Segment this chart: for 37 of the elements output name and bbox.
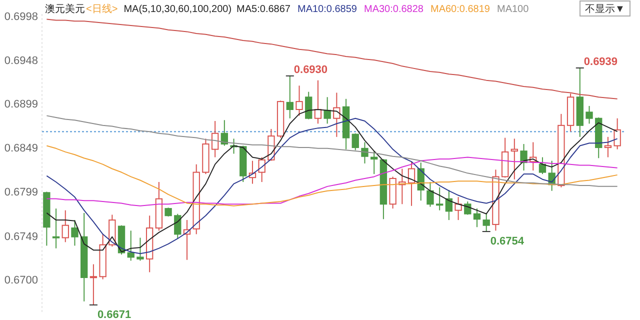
y-tick-label: 0.6998 bbox=[4, 10, 38, 23]
candlestick bbox=[361, 142, 368, 164]
candlestick bbox=[454, 196, 462, 221]
candlestick bbox=[510, 138, 518, 180]
line-series bbox=[46, 18, 618, 100]
y-tick-label: 0.6948 bbox=[4, 54, 38, 67]
candlestick bbox=[80, 212, 88, 302]
annotation: 0.6754 bbox=[490, 236, 525, 248]
candlestick bbox=[436, 186, 444, 211]
y-tick-label: 0.6749 bbox=[4, 230, 38, 243]
text: MA5:0.6867 bbox=[236, 4, 291, 15]
candlestick bbox=[99, 234, 106, 280]
text: MA10:0.6859 bbox=[297, 4, 358, 15]
annotation: 0.6671 bbox=[97, 308, 132, 320]
candlestick bbox=[286, 75, 294, 119]
line-series bbox=[46, 115, 618, 187]
y-tick-label: 0.6799 bbox=[4, 186, 38, 199]
candlestick bbox=[90, 264, 98, 306]
text: MA30:0.6828 bbox=[364, 4, 424, 15]
annotation: 不显示▼ bbox=[585, 4, 625, 15]
annotation: 0.6939 bbox=[584, 56, 618, 68]
y-tick-label: 0.6849 bbox=[4, 142, 38, 155]
chart-title: 澳元美元 bbox=[45, 3, 85, 15]
candlestick bbox=[333, 92, 340, 138]
candlestick bbox=[146, 215, 154, 273]
candlestick bbox=[211, 120, 219, 158]
annotation: MA(5,10,30,60,100,200) bbox=[124, 4, 232, 15]
text: MA60:0.6819 bbox=[430, 4, 490, 15]
line-series bbox=[46, 145, 618, 206]
candlestick bbox=[52, 208, 60, 249]
chart-subtitle: <日线> bbox=[86, 3, 118, 15]
y-tick-label: 0.6700 bbox=[4, 274, 38, 286]
annotation: 0.6930 bbox=[294, 64, 328, 76]
y-tick-label: 0.6899 bbox=[4, 98, 38, 110]
text: MA100 bbox=[496, 4, 530, 15]
candlestick bbox=[342, 98, 350, 150]
candlestick bbox=[576, 67, 584, 138]
